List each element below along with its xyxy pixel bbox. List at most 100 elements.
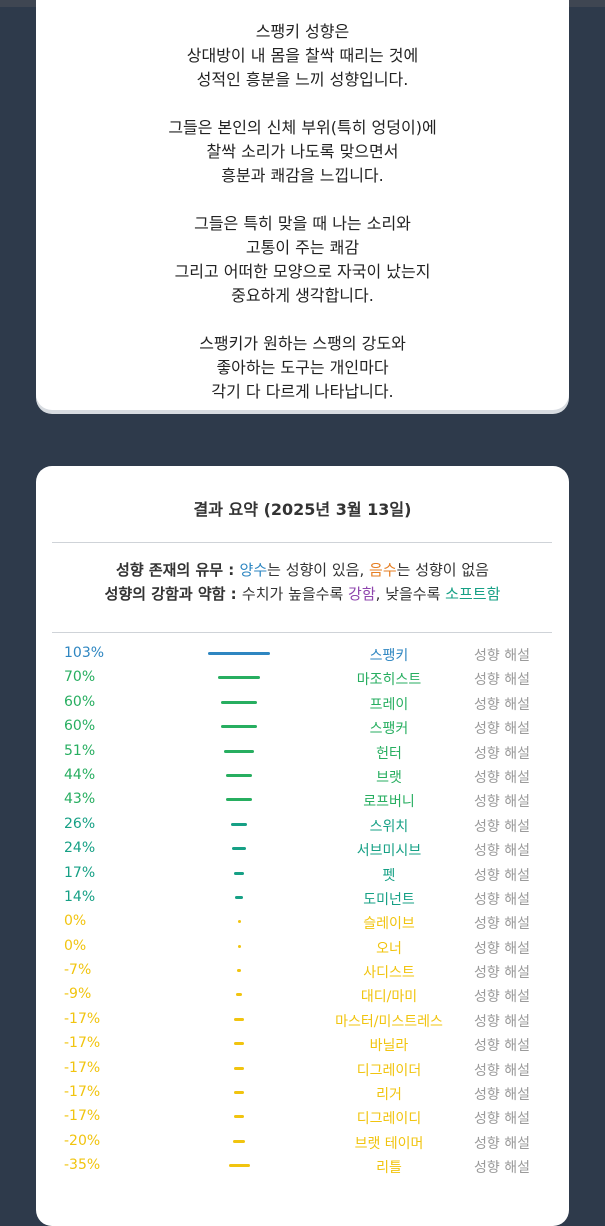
legend-text: 는 성향이 없음 (396, 561, 489, 579)
result-bar (237, 920, 241, 924)
result-description-link[interactable]: 성향 해설 (474, 1013, 530, 1030)
result-bar-track (184, 886, 294, 910)
result-row: 24% 서브미시브 성향 해설 (64, 837, 554, 861)
result-description-link[interactable]: 성향 해설 (474, 989, 530, 1006)
result-type-name: 대디/마미 (360, 989, 418, 1006)
result-description-link[interactable]: 성향 해설 (474, 965, 530, 982)
result-description-link[interactable]: 성향 해설 (474, 916, 530, 933)
legend-soft-word: 소프트함 (445, 585, 501, 603)
result-percent: 60% (64, 693, 96, 710)
result-description-link[interactable]: 성향 해설 (474, 721, 530, 738)
result-bar (221, 700, 257, 704)
description-paragraph: 스팽키가 원하는 스팽의 강도와 좋아하는 도구는 개인마다 각기 다 다르게 나타… (36, 332, 569, 404)
result-description-link[interactable]: 성향 해설 (474, 745, 530, 762)
description-line: 좋아하는 도구는 개인마다 (216, 358, 389, 377)
result-row: -17% 바닐라 성향 해설 (64, 1032, 554, 1056)
description-line: 상대방이 내 몸을 찰싹 때리는 것에 (186, 46, 419, 65)
result-type-name: 바닐라 (369, 1038, 409, 1055)
result-bar (226, 798, 252, 802)
result-type-name: 펫 (382, 867, 396, 884)
legend-text: 는 성향이 있음, (267, 561, 370, 579)
result-percent: 14% (64, 888, 96, 905)
result-bar-track (184, 666, 294, 690)
result-description-link[interactable]: 성향 해설 (474, 940, 530, 957)
legend-text: , 낮을수록 (375, 585, 446, 603)
result-bar (233, 1017, 245, 1021)
result-type-name: 오너 (376, 940, 402, 957)
description-line: 스팽키가 원하는 스팽의 강도와 (199, 334, 406, 353)
description-line: 흥분과 쾌감을 느낍니다. (221, 166, 384, 185)
description-line: 스팽키 성향은 (255, 22, 350, 41)
result-description-link[interactable]: 성향 해설 (474, 648, 530, 664)
result-description-link[interactable]: 성향 해설 (474, 1087, 530, 1104)
result-row: 60% 프레이 성향 해설 (64, 691, 554, 715)
result-description-link[interactable]: 성향 해설 (474, 672, 530, 689)
result-description-link[interactable]: 성향 해설 (474, 1062, 530, 1079)
result-row: 0% 오너 성향 해설 (64, 935, 554, 959)
result-bar-track (184, 1081, 294, 1105)
result-bar (233, 1091, 245, 1095)
legend-key-strength: 성향의 강함과 약함 : (104, 585, 242, 603)
result-row: -17% 디그레이더 성향 해설 (64, 1057, 554, 1081)
result-bar-track (184, 788, 294, 812)
result-description-link[interactable]: 성향 해설 (474, 769, 530, 786)
result-row: -35% 리틀 성향 해설 (64, 1154, 554, 1178)
result-bar-track (184, 1008, 294, 1032)
description-line: 그들은 본인의 신체 부위(특히 엉덩이)에 (168, 118, 437, 137)
result-bar (233, 1042, 245, 1046)
result-description-link[interactable]: 성향 해설 (474, 891, 530, 908)
result-type-name: 로프버니 (363, 794, 415, 811)
summary-title: 결과 요약 (2025년 3월 13일) (193, 500, 412, 519)
result-list: 103% 스팽키 성향 해설 70% 마조히스트 성향 해설 60% 프레이 성향 해설 60% 스… (64, 642, 554, 1179)
result-row: 17% 펫 성향 해설 (64, 862, 554, 886)
result-type-name: 스위치 (369, 818, 409, 835)
result-percent: -17% (64, 1035, 101, 1052)
result-bar-track (184, 1057, 294, 1081)
result-bar-track (184, 910, 294, 934)
result-description-link[interactable]: 성향 해설 (474, 794, 530, 811)
result-percent: 103% (64, 645, 105, 661)
result-bar (233, 1066, 245, 1070)
result-percent: 60% (64, 718, 96, 735)
legend-key-presence: 성향 존재의 유무 : (116, 561, 240, 579)
legend: 성향 존재의 유무 : 양수는 성향이 있음, 음수는 성향이 없음 성향의 강… (36, 558, 569, 606)
result-type-name: 스팽커 (369, 721, 409, 738)
result-percent: 26% (64, 815, 96, 832)
result-description-link[interactable]: 성향 해설 (474, 1111, 530, 1128)
result-bar-track (184, 959, 294, 983)
result-row: 14% 도미넌트 성향 해설 (64, 886, 554, 910)
result-bar-track (184, 813, 294, 837)
result-bar-track (184, 1130, 294, 1154)
result-percent: 43% (64, 791, 96, 808)
result-description-link[interactable]: 성향 해설 (474, 1135, 530, 1152)
description-line: 성적인 흥분을 느끼 성향입니다. (196, 70, 409, 89)
result-summary-card: 결과 요약 (2025년 3월 13일) 성향 존재의 유무 : 양수는 성향이… (36, 466, 569, 1226)
result-description-link[interactable]: 성향 해설 (474, 696, 530, 713)
result-description-link[interactable]: 성향 해설 (474, 867, 530, 884)
result-description-link[interactable]: 성향 해설 (474, 843, 530, 860)
result-bar (228, 1164, 250, 1168)
result-type-name: 브랫 (376, 769, 402, 786)
result-description-link[interactable]: 성향 해설 (474, 1160, 530, 1177)
result-bar-track (184, 1154, 294, 1178)
result-row: 103% 스팽키 성향 해설 (64, 642, 554, 666)
result-bar (236, 969, 242, 973)
result-bar (208, 652, 270, 655)
result-percent: 0% (64, 937, 87, 954)
result-bar (237, 944, 241, 948)
result-row: 0% 슬레이브 성향 해설 (64, 910, 554, 934)
result-type-name: 디그레이디 (356, 1111, 422, 1128)
description-line: 그들은 특히 맞을 때 나는 소리와 (194, 214, 411, 233)
result-percent: -20% (64, 1132, 101, 1149)
result-description-link[interactable]: 성향 해설 (474, 818, 530, 835)
description-line: 고통이 주는 쾌감 (245, 238, 360, 257)
result-bar (231, 847, 247, 851)
result-type-name: 도미넌트 (363, 891, 415, 908)
result-type-name: 사디스트 (363, 965, 415, 982)
result-row: 60% 스팽커 성향 해설 (64, 715, 554, 739)
result-type-name: 브랫 테이머 (354, 1135, 424, 1152)
result-description-link[interactable]: 성향 해설 (474, 1038, 530, 1055)
result-type-name: 리거 (376, 1087, 402, 1104)
result-percent: -17% (64, 1108, 101, 1125)
